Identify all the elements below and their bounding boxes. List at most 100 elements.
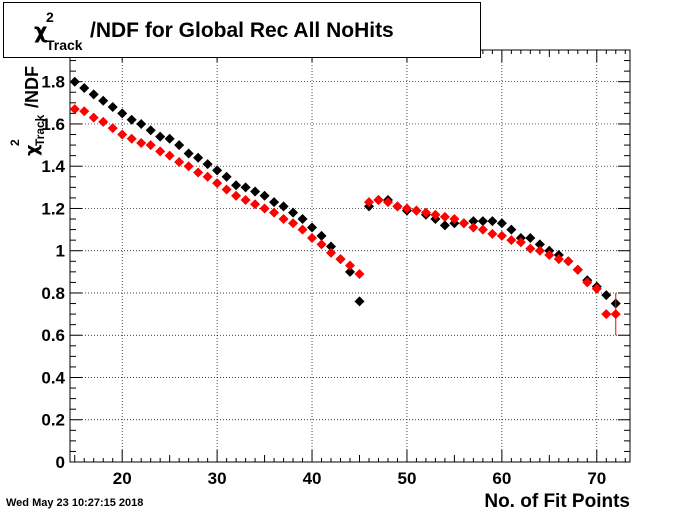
data-point — [439, 220, 450, 231]
x-tick-label: 20 — [113, 469, 132, 488]
plot-frame — [69, 49, 631, 463]
data-point — [439, 211, 450, 222]
data-point — [164, 150, 175, 161]
data-point — [107, 123, 118, 134]
data-point — [544, 249, 555, 260]
x-tick-label: 50 — [397, 469, 416, 488]
data-point — [183, 161, 194, 172]
data-point — [506, 224, 517, 235]
data-point — [117, 108, 128, 119]
axis-ticks — [70, 50, 630, 463]
data-point — [326, 247, 337, 258]
x-tick-label: 30 — [208, 469, 227, 488]
data-point — [601, 290, 612, 301]
y-tick-label: 0.4 — [41, 368, 65, 387]
data-point — [202, 159, 213, 170]
data-point — [411, 205, 422, 216]
data-point — [69, 104, 80, 115]
data-point — [250, 199, 261, 210]
y-tick-label: 0.2 — [41, 411, 65, 430]
data-point — [468, 222, 479, 233]
data-point — [98, 95, 109, 106]
data-point — [496, 218, 507, 229]
tick-labels: 20 30 40 50 60 70 0 0.2 0.4 0.6 0.8 1 1.2 1.4 1.6 1.8 — [41, 73, 606, 488]
data-point — [420, 207, 431, 218]
data-point — [164, 133, 175, 144]
data-point — [193, 152, 204, 163]
data-point — [221, 171, 232, 182]
data-point — [145, 140, 156, 151]
data-point — [136, 137, 147, 148]
data-point — [79, 83, 90, 94]
title-subscript: Track — [46, 37, 83, 53]
data-point — [392, 201, 403, 212]
data-point — [297, 224, 308, 235]
data-point — [307, 222, 318, 233]
data-point — [525, 243, 536, 254]
y-tick-label: 1.4 — [41, 157, 65, 176]
data-series — [69, 76, 621, 336]
data-point — [458, 218, 469, 229]
data-point — [477, 216, 488, 227]
data-point — [174, 140, 185, 151]
data-point — [212, 165, 223, 176]
data-point — [250, 186, 261, 197]
data-point — [107, 102, 118, 113]
data-point — [307, 233, 318, 244]
data-point — [345, 266, 355, 277]
data-point — [212, 178, 223, 189]
data-point — [221, 184, 232, 195]
data-point — [430, 209, 441, 220]
y-axis-label-superscript: 2 — [8, 139, 22, 146]
data-point — [373, 195, 384, 206]
data-point — [553, 254, 564, 265]
x-tick-label: 60 — [492, 469, 511, 488]
data-point — [468, 216, 479, 227]
data-point — [136, 118, 147, 129]
x-axis-label: No. of Fit Points — [484, 491, 630, 512]
data-point — [316, 230, 327, 241]
data-point — [98, 116, 109, 127]
data-point — [297, 214, 308, 225]
data-point — [515, 237, 526, 248]
data-point — [278, 201, 289, 212]
data-point — [69, 76, 80, 87]
y-axis-label-symbol: χ — [22, 144, 43, 156]
y-axis-label-subscript: Track — [33, 114, 47, 146]
data-point — [155, 131, 166, 142]
data-point — [563, 256, 574, 267]
data-point — [126, 133, 137, 144]
data-point — [487, 216, 498, 227]
chart-title: /NDF for Global Rec All NoHits — [90, 19, 394, 42]
data-point — [183, 148, 194, 159]
data-point — [259, 190, 270, 201]
data-point — [193, 167, 204, 178]
data-point — [269, 197, 280, 208]
y-axis-label-text: /NDF — [22, 66, 42, 108]
data-point — [487, 228, 498, 239]
data-point — [572, 264, 583, 275]
data-point — [496, 230, 507, 241]
data-point — [269, 207, 280, 218]
data-point — [354, 268, 365, 279]
data-point — [231, 190, 242, 201]
data-point — [363, 197, 374, 208]
data-point — [316, 239, 327, 250]
data-point — [240, 182, 251, 193]
data-point — [174, 156, 185, 167]
data-point — [582, 277, 593, 288]
data-point — [525, 233, 536, 244]
y-tick-label: 0 — [56, 453, 65, 472]
data-point — [534, 245, 545, 256]
data-point — [534, 239, 545, 250]
data-point — [231, 180, 242, 191]
y-tick-label: 0.6 — [41, 326, 65, 345]
data-point — [240, 195, 251, 206]
data-point — [79, 106, 90, 117]
data-point — [117, 129, 128, 140]
y-tick-label: 1.2 — [41, 199, 65, 218]
data-point — [288, 218, 299, 229]
plot-area — [69, 49, 631, 463]
data-point — [401, 203, 412, 214]
